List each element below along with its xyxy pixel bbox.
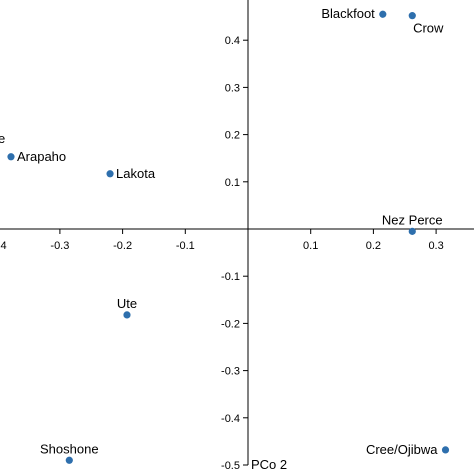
point-arapaho-label: Arapaho [17, 149, 66, 164]
point-cree-ojibwa-label: Cree/Ojibwa [366, 442, 438, 457]
x-tick-label: -0.4 [0, 240, 7, 252]
y-tick-label: -0.5 [221, 460, 240, 472]
point-blackfoot-label: Blackfoot [321, 6, 375, 21]
y-tick-label: -0.3 [221, 366, 240, 378]
point-ute-label: Ute [117, 296, 137, 311]
point-shoshone-label: Shoshone [40, 441, 99, 456]
point-crow-label: Crow [413, 21, 444, 36]
y-tick-label: 0.1 [225, 177, 240, 189]
point-lakota-label: Lakota [116, 166, 156, 181]
x-tick-label: -0.3 [50, 240, 69, 252]
y-tick-label: 0.4 [225, 35, 240, 47]
y-tick-label: -0.1 [221, 271, 240, 283]
x-tick-label: 0.3 [428, 240, 443, 252]
point-blackfoot-marker [379, 10, 387, 18]
point-arapaho-marker [7, 153, 15, 161]
point-cree-ojibwa-marker [441, 446, 450, 454]
y-tick-label: -0.2 [221, 318, 240, 330]
point-nez-perce-marker [408, 227, 416, 235]
x-tick-label: -0.1 [176, 240, 195, 252]
data-points: Blackfoot Crow Arapaho Lakota Nez Perce Ute Sh… [0, 6, 450, 464]
y-tick-label: 0.3 [225, 82, 240, 94]
y-tick-label: 0.2 [225, 130, 240, 142]
point-ute-marker [123, 311, 131, 319]
point-crow-marker [408, 12, 416, 20]
edge-point-label: e [0, 131, 5, 146]
x-tick-label: -0.2 [113, 240, 132, 252]
ticks: -0.4 -0.3 -0.2 -0.1 0.1 0.2 0.3 0.4 0.3 0.2 0.1 -0.… [0, 35, 444, 472]
x-tick-label: 0.2 [366, 240, 381, 252]
y-axis-title: PCo 2 [251, 457, 287, 472]
x-tick-label: 0.1 [303, 240, 318, 252]
point-shoshone-marker [65, 456, 73, 464]
point-nez-perce-label: Nez Perce [382, 212, 443, 227]
point-lakota-marker [106, 170, 114, 178]
y-tick-label: -0.4 [221, 413, 240, 425]
